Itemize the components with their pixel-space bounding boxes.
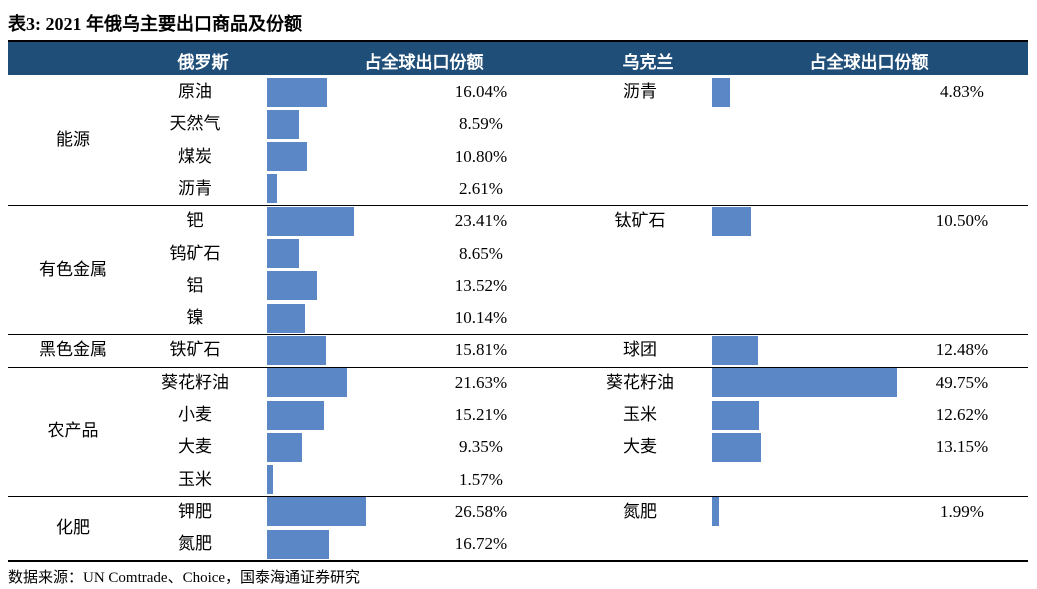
ru-item-label: 小麦 — [178, 405, 212, 424]
ru-item-label: 煤炭 — [178, 146, 212, 166]
ru-item-label: 铝 — [186, 275, 204, 295]
table-title: 表3: 2021 年俄乌主要出口商品及份额 — [8, 14, 302, 34]
ru-bar — [267, 109, 299, 139]
ru-value-label: 15.81% — [454, 340, 508, 360]
ru-bar — [267, 239, 300, 268]
ru-item-label: 氮肥 — [178, 534, 212, 554]
ua-item-label: 氮肥 — [623, 501, 657, 521]
ru-value-label: 26.58% — [454, 501, 508, 521]
ua-item-label: 钛矿石 — [614, 211, 666, 231]
ru-bar — [267, 432, 302, 462]
ru-value-label: 9.35% — [459, 437, 503, 457]
ru-value-label: 10.14% — [454, 308, 508, 328]
top-rule — [8, 40, 1028, 42]
ru-bar — [267, 335, 326, 365]
ua-item-label: 大麦 — [623, 437, 657, 457]
ru-bar — [267, 206, 355, 236]
ru-item-label: 葵花籽油 — [161, 372, 229, 392]
ru-item-label: 大麦 — [178, 437, 212, 457]
ru-bar — [267, 271, 318, 301]
ru-value-label: 21.63% — [454, 372, 508, 392]
ru-bar — [267, 497, 366, 527]
group-label: 黑色金属 — [39, 340, 107, 360]
ru-item-label: 天然气 — [169, 114, 221, 134]
ru-value-label: 23.41% — [454, 211, 508, 231]
ru-item-label: 钨矿石 — [169, 243, 221, 263]
group-divider — [8, 205, 1028, 207]
group-divider — [8, 366, 1028, 368]
ru-value-label: 1.57% — [459, 469, 503, 489]
ru-item-label: 原油 — [178, 82, 212, 101]
ua-value-label: 12.62% — [935, 405, 989, 424]
ua-bar — [712, 368, 898, 398]
ru-bar — [267, 303, 305, 333]
ru-value-label: 16.72% — [454, 534, 508, 554]
ru-bar — [267, 77, 327, 107]
ru-item-label: 玉米 — [178, 469, 212, 489]
ru-bar — [267, 529, 330, 559]
ua-value-label: 1.99% — [940, 501, 984, 521]
header-russia: 俄罗斯 — [177, 53, 229, 72]
bottom-rule — [8, 560, 1028, 563]
ru-value-label: 16.04% — [454, 82, 508, 101]
ru-bar — [267, 400, 324, 430]
ru-item-label: 镍 — [186, 308, 204, 328]
header-russia-share: 占全球出口份额 — [364, 53, 484, 72]
ru-value-label: 13.52% — [454, 275, 508, 295]
source-note: 数据来源：UN Comtrade、Choice，国泰海通证券研究 — [8, 570, 361, 586]
ru-item-label: 钾肥 — [178, 501, 212, 521]
ru-bar — [267, 174, 277, 204]
ru-bar — [267, 368, 348, 398]
ua-item-label: 葵花籽油 — [606, 372, 674, 392]
ru-value-label: 10.80% — [454, 146, 508, 166]
ru-item-label: 铁矿石 — [169, 340, 221, 360]
ua-value-label: 10.50% — [935, 211, 989, 231]
ua-bar — [712, 77, 730, 107]
ru-value-label: 2.61% — [459, 178, 503, 198]
ua-bar — [712, 432, 761, 462]
ru-item-label: 沥青 — [178, 178, 212, 198]
header-ukraine: 乌克兰 — [622, 53, 674, 72]
group-label: 有色金属 — [39, 259, 107, 279]
ua-value-label: 13.15% — [935, 437, 989, 457]
ru-value-label: 15.21% — [454, 405, 508, 424]
ru-item-label: 钯 — [186, 211, 204, 231]
table-header: 俄罗斯 占全球出口份额 乌克兰 占全球出口份额 — [8, 42, 1028, 75]
ua-value-label: 4.83% — [940, 82, 984, 101]
ua-item-label: 玉米 — [623, 405, 657, 424]
ua-value-label: 12.48% — [935, 340, 989, 360]
group-label: 农产品 — [47, 421, 99, 441]
group-divider — [8, 334, 1028, 336]
ua-value-label: 49.75% — [935, 372, 989, 392]
header-ukraine-share: 占全球出口份额 — [809, 53, 929, 72]
ua-item-label: 沥青 — [623, 82, 657, 101]
ua-bar — [712, 335, 759, 365]
ua-bar — [712, 400, 759, 430]
ua-bar — [712, 206, 752, 236]
ua-bar — [712, 497, 720, 527]
group-label: 化肥 — [56, 518, 90, 538]
ru-bar — [267, 142, 308, 172]
group-label: 能源 — [56, 130, 90, 150]
ru-bar — [267, 465, 273, 495]
group-divider — [8, 495, 1028, 497]
ru-value-label: 8.65% — [459, 243, 503, 263]
ua-item-label: 球团 — [623, 340, 657, 360]
ru-value-label: 8.59% — [459, 114, 503, 134]
